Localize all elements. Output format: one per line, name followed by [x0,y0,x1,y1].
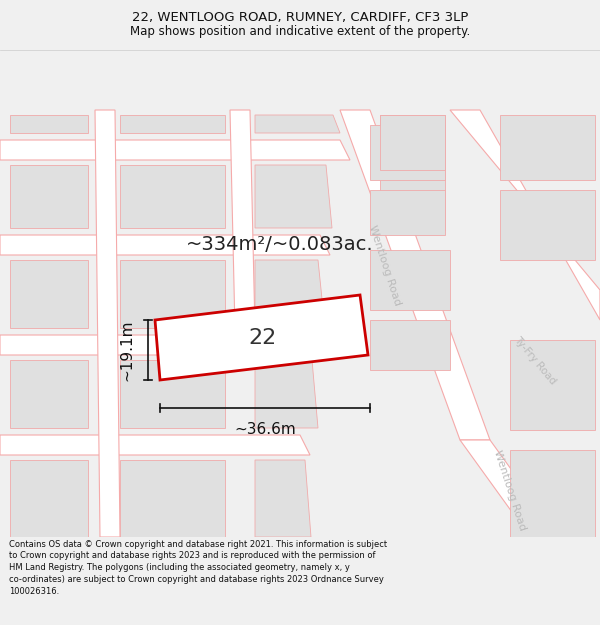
Polygon shape [370,190,445,235]
Polygon shape [120,260,225,328]
Polygon shape [255,460,311,537]
Polygon shape [380,115,445,170]
Polygon shape [120,165,225,228]
Polygon shape [370,125,445,180]
Text: 22, WENTLOOG ROAD, RUMNEY, CARDIFF, CF3 3LP: 22, WENTLOOG ROAD, RUMNEY, CARDIFF, CF3 … [132,11,468,24]
Polygon shape [370,250,450,310]
Text: ~19.1m: ~19.1m [119,319,134,381]
Polygon shape [255,115,340,133]
Polygon shape [460,440,560,537]
Text: Contains OS data © Crown copyright and database right 2021. This information is : Contains OS data © Crown copyright and d… [9,539,387,596]
Polygon shape [255,360,318,428]
Polygon shape [0,140,350,160]
Text: ~36.6m: ~36.6m [234,422,296,437]
Polygon shape [500,190,595,260]
Text: Ty-Fry Road: Ty-Fry Road [512,334,558,386]
Polygon shape [340,110,490,440]
Polygon shape [10,165,88,228]
Polygon shape [10,360,88,428]
Polygon shape [0,235,330,255]
Text: ~334m²/~0.083ac.: ~334m²/~0.083ac. [186,236,374,254]
Text: Wentloog Road: Wentloog Road [367,224,403,306]
Polygon shape [0,435,310,455]
Polygon shape [10,460,88,537]
Polygon shape [380,115,445,230]
Text: Wentloog Road: Wentloog Road [492,449,528,531]
Polygon shape [500,115,595,180]
Polygon shape [255,260,325,328]
Polygon shape [255,165,332,228]
Text: 22: 22 [248,328,276,348]
Polygon shape [370,320,450,370]
Polygon shape [230,110,255,330]
Polygon shape [155,295,368,380]
Polygon shape [10,115,88,133]
Polygon shape [510,450,595,537]
Text: Map shows position and indicative extent of the property.: Map shows position and indicative extent… [130,24,470,38]
Polygon shape [450,110,600,320]
Polygon shape [10,260,88,328]
Polygon shape [95,110,120,537]
Polygon shape [0,335,320,355]
Polygon shape [120,115,225,133]
Polygon shape [120,360,225,428]
Polygon shape [120,460,225,537]
Polygon shape [510,340,595,430]
